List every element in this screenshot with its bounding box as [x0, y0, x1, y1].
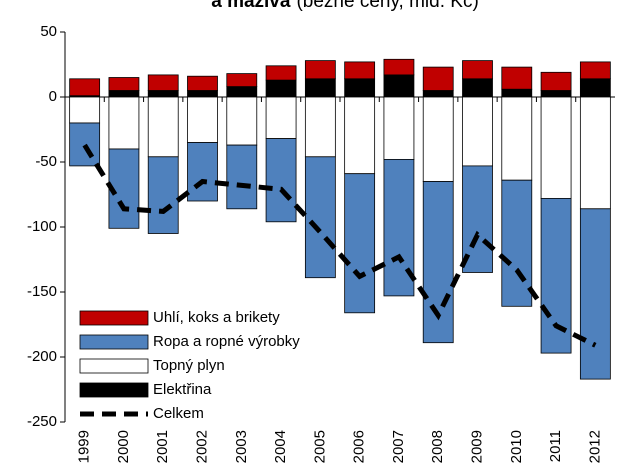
bar-segment [304, 156, 336, 279]
bar-segment [304, 96, 336, 158]
x-tick-label: 2010 [508, 430, 525, 463]
bar-segment [579, 208, 611, 380]
bar-segment [540, 197, 572, 354]
legend-label: Celkem [153, 405, 204, 422]
bar-segment [69, 122, 101, 167]
legend-label: Uhlí, koks a brikety [153, 309, 280, 326]
bar-segment [265, 79, 297, 98]
bar-segment [147, 90, 179, 98]
bar-segment [265, 138, 297, 223]
legend-swatch [79, 358, 149, 374]
legend-swatch [79, 334, 149, 350]
bar-segment [187, 75, 218, 91]
x-tick-label: 1999 [76, 430, 93, 463]
y-tick-label: 50 [40, 23, 57, 40]
bar-segment [147, 96, 179, 158]
bar-segment [147, 156, 179, 234]
x-tick-label: 2008 [429, 430, 446, 463]
x-tick-label: 2009 [468, 430, 485, 463]
bar-segment [187, 90, 218, 98]
bar-segment [226, 73, 258, 87]
legend-swatch [79, 382, 149, 398]
bar-segment [226, 86, 258, 98]
bar-segment [226, 96, 258, 146]
bar-segment [187, 142, 218, 202]
x-tick-label: 2001 [154, 430, 171, 463]
y-tick-label: -50 [35, 153, 57, 170]
legend-label: Topný plyn [153, 357, 225, 374]
y-tick-label: -250 [27, 413, 57, 430]
bar-segment [265, 96, 297, 139]
bar-segment [422, 90, 454, 98]
x-tick-label: 2007 [390, 430, 407, 463]
legend-label: Ropa a ropné výrobky [153, 333, 300, 350]
bar-segment [540, 71, 572, 91]
bar-segment [383, 158, 415, 297]
bar-segment [422, 66, 454, 91]
x-tick-label: 2011 [547, 430, 564, 462]
y-tick-label: -150 [27, 283, 57, 300]
chart-title: a maziva (běžné ceny, mld. Kč) [211, 0, 479, 12]
bar-segment [383, 74, 415, 98]
bar-segment [462, 96, 493, 167]
bar-segment [108, 77, 140, 91]
bar-segment [579, 61, 611, 80]
bar-segment [422, 181, 454, 344]
y-tick-label: -200 [27, 348, 57, 365]
y-tick-label: -100 [27, 218, 57, 235]
bar-segment [304, 60, 336, 80]
x-tick-label: 2006 [351, 430, 368, 463]
bar-segment [579, 78, 611, 98]
bar-segment [579, 96, 611, 210]
bar-segment [501, 179, 533, 307]
title-bold: a maziva [211, 0, 291, 12]
bar-segment [304, 78, 336, 98]
bar-segment [108, 90, 140, 98]
bar-segment [265, 65, 297, 81]
x-tick-label: 2012 [586, 430, 603, 463]
bar-segment [187, 96, 218, 143]
bar-segment [422, 96, 454, 182]
bar-segment [147, 74, 179, 91]
bar-segment [226, 144, 258, 210]
bar-segment [108, 96, 140, 150]
x-tick-label: 2005 [311, 430, 328, 463]
bar-segment [344, 96, 376, 175]
bar-segment [383, 96, 415, 160]
x-tick-label: 2003 [233, 430, 250, 463]
bar-segment [462, 60, 493, 80]
x-tick-label: 2000 [115, 430, 132, 463]
bar-segment [501, 88, 533, 98]
bar-segment [383, 58, 415, 76]
x-tick-label: 2002 [193, 430, 210, 463]
bar-segment [344, 61, 376, 80]
bar-segment [69, 78, 101, 97]
bar-segment [69, 96, 101, 124]
title-rest: (běžné ceny, mld. Kč) [296, 0, 478, 12]
legend-label: Elektřina [153, 381, 212, 398]
bar-segment [344, 78, 376, 98]
legend-swatch [79, 310, 149, 326]
y-tick-label: 0 [49, 88, 57, 105]
bar-segment [540, 90, 572, 98]
bar-segment [501, 66, 533, 90]
x-tick-label: 2004 [272, 430, 289, 463]
bar-segment [501, 96, 533, 181]
line-series [82, 143, 597, 348]
bar-segment [462, 78, 493, 98]
bar-segment [344, 173, 376, 314]
bar-segment [540, 96, 572, 199]
